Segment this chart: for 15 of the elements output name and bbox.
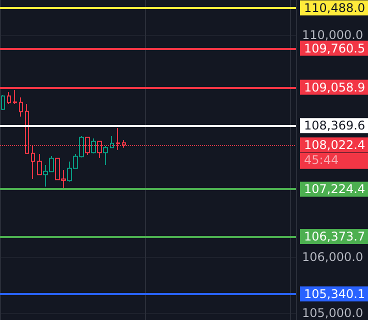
ref-line-label: 105,340.1 [304, 286, 366, 301]
candlestick [1, 94, 5, 110]
ref-line-label: 107,224.4 [304, 182, 366, 196]
ref-line-label: 106,373.7 [304, 229, 366, 244]
ref-line-label: 108,369.6 [304, 118, 366, 133]
ref-line-label: 108,022.4 [304, 138, 366, 152]
ref-line-label: 109,760.5 [304, 41, 366, 56]
text: 45:44 [304, 152, 339, 167]
ref-line-label: 109,058.9 [304, 80, 366, 94]
y-tick-label: 110,000.0 [302, 28, 364, 42]
ref-line-label: 110,488.0 [304, 0, 366, 15]
y-tick-label: 105,000.0 [302, 306, 364, 320]
candlestick [7, 92, 11, 104]
candlestick [19, 96, 23, 118]
y-tick-label: 106,000.0 [302, 250, 364, 264]
